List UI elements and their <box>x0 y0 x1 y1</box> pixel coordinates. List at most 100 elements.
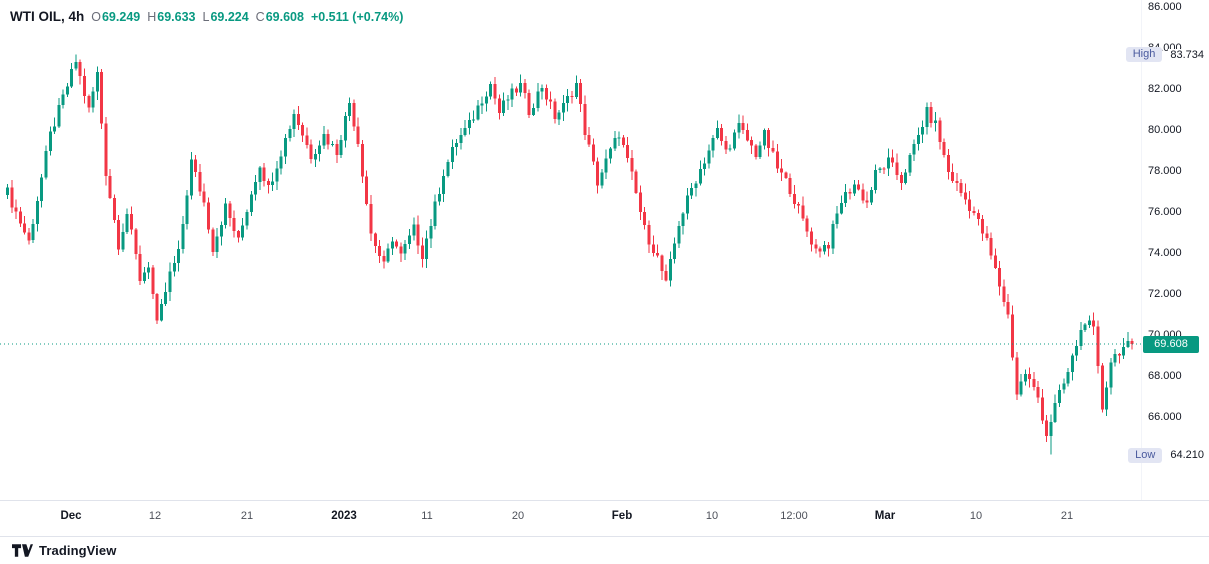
candle[interactable] <box>112 197 116 220</box>
candle[interactable] <box>728 148 732 150</box>
candle[interactable] <box>1096 326 1100 366</box>
candle[interactable] <box>566 95 570 103</box>
candle[interactable] <box>172 263 176 272</box>
candle[interactable] <box>536 91 540 108</box>
candle[interactable] <box>1028 374 1032 380</box>
candle[interactable] <box>408 235 411 244</box>
candle[interactable] <box>1122 347 1126 356</box>
candle[interactable] <box>224 203 228 225</box>
candle[interactable] <box>83 76 86 97</box>
candle[interactable] <box>134 229 138 255</box>
candle[interactable] <box>155 294 159 321</box>
candle[interactable] <box>130 213 133 230</box>
candle[interactable] <box>643 211 647 225</box>
candle[interactable] <box>574 83 578 97</box>
candle[interactable] <box>698 169 702 184</box>
candle[interactable] <box>31 224 35 241</box>
candle[interactable] <box>378 246 382 256</box>
candle[interactable] <box>651 244 655 254</box>
candle[interactable] <box>887 157 890 169</box>
candle[interactable] <box>801 205 805 219</box>
candle[interactable] <box>164 291 168 304</box>
candle[interactable] <box>1011 314 1014 358</box>
candle[interactable] <box>78 62 82 76</box>
candle[interactable] <box>44 151 48 178</box>
candle[interactable] <box>848 191 852 194</box>
candle[interactable] <box>912 144 916 155</box>
candle[interactable] <box>822 245 826 252</box>
candle[interactable] <box>1040 397 1044 421</box>
candle[interactable] <box>446 161 450 176</box>
candle[interactable] <box>609 148 612 159</box>
candle[interactable] <box>703 163 707 170</box>
candle[interactable] <box>1036 387 1040 398</box>
candle[interactable] <box>455 143 458 148</box>
candle[interactable] <box>942 142 946 155</box>
candle[interactable] <box>591 144 595 162</box>
candle[interactable] <box>412 224 416 236</box>
candle[interactable] <box>485 96 488 104</box>
candle[interactable] <box>1083 324 1087 331</box>
candle[interactable] <box>318 145 322 155</box>
candle[interactable] <box>527 92 531 115</box>
candle[interactable] <box>780 168 783 173</box>
candle[interactable] <box>634 171 638 193</box>
candle[interactable] <box>621 137 625 145</box>
candle[interactable] <box>707 150 711 164</box>
candle[interactable] <box>104 123 108 177</box>
candle[interactable] <box>215 236 219 253</box>
candle[interactable] <box>301 125 305 136</box>
candle[interactable] <box>1130 340 1134 344</box>
candle[interactable] <box>472 119 476 121</box>
candle[interactable] <box>814 244 818 249</box>
candle[interactable] <box>390 241 394 249</box>
candle[interactable] <box>108 176 112 198</box>
candle[interactable] <box>10 187 14 208</box>
candle[interactable] <box>660 255 664 272</box>
candle[interactable] <box>1015 357 1019 395</box>
candle[interactable] <box>14 207 18 212</box>
price-scale[interactable]: High 83.734 Low 64.210 69.608 86.000 84.0… <box>1125 0 1209 500</box>
candle[interactable] <box>241 225 245 238</box>
candle[interactable] <box>160 303 163 321</box>
candle[interactable] <box>497 98 501 113</box>
candle[interactable] <box>1049 421 1053 436</box>
candle[interactable] <box>844 191 848 203</box>
candle[interactable] <box>711 138 715 151</box>
candle[interactable] <box>1032 379 1036 387</box>
candle[interactable] <box>686 195 689 214</box>
candle[interactable] <box>249 194 253 212</box>
candle[interactable] <box>343 116 347 141</box>
candle[interactable] <box>138 254 142 281</box>
candle[interactable] <box>373 233 377 247</box>
candle[interactable] <box>630 158 634 172</box>
candle[interactable] <box>514 88 518 93</box>
candle[interactable] <box>839 202 843 214</box>
candle[interactable] <box>211 229 215 253</box>
candle[interactable] <box>882 168 886 170</box>
candle[interactable] <box>835 213 839 224</box>
candle[interactable] <box>352 103 356 127</box>
candle[interactable] <box>74 62 78 69</box>
candle[interactable] <box>236 231 240 238</box>
candle[interactable] <box>690 187 694 196</box>
candle[interactable] <box>668 259 672 281</box>
candle[interactable] <box>861 189 865 201</box>
time-tick-label[interactable]: 11 <box>421 510 433 522</box>
candle[interactable] <box>185 195 189 224</box>
candle[interactable] <box>489 83 493 97</box>
candle[interactable] <box>1100 365 1104 410</box>
candle[interactable] <box>425 238 429 259</box>
candle[interactable] <box>750 140 754 146</box>
candle[interactable] <box>326 134 330 145</box>
candle[interactable] <box>762 129 766 146</box>
candle[interactable] <box>664 271 668 281</box>
candle[interactable] <box>95 71 99 92</box>
candle[interactable] <box>677 226 681 244</box>
candle[interactable] <box>899 174 903 183</box>
candle[interactable] <box>694 183 698 188</box>
candle[interactable] <box>604 158 608 173</box>
candle[interactable] <box>506 99 510 101</box>
candle[interactable] <box>296 113 300 126</box>
candle[interactable] <box>810 231 813 245</box>
